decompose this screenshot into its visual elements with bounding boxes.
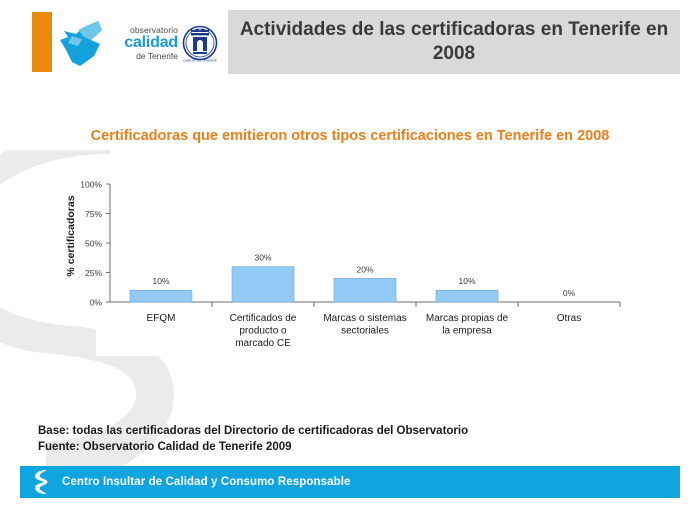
note-source: Fuente: Observatorio Calidad de Tenerife…	[38, 440, 292, 453]
cabildo-crest-icon: CABILDO DE TENERIFE	[182, 25, 218, 62]
x-axis-ticks	[211, 302, 621, 307]
observatorio-logo: observatorio calidad de Tenerife CABILDO…	[58, 14, 218, 72]
bar	[231, 266, 295, 303]
bar-series	[129, 266, 499, 303]
chart-container: % certificadoras 0% 25% 50% 75% 100% 10% 30% 2…	[0, 170, 700, 360]
bar-value-label: 20%	[356, 264, 373, 274]
centro-insular-swirl-icon	[35, 470, 48, 494]
category-label: Marcas o sistemas sectoriales	[323, 313, 406, 337]
accent-bar	[32, 12, 52, 72]
y-tick-label: 0%	[90, 298, 103, 308]
chart-plot-background	[96, 176, 656, 356]
tenerife-island-icon	[60, 21, 102, 66]
title-band: Actividades de las certificadoras en Ten…	[228, 10, 680, 74]
category-label: EFQM	[147, 313, 176, 324]
y-tick-label: 50%	[85, 239, 102, 249]
logo-line-observatorio: observatorio	[130, 24, 178, 35]
footer-bar: Centro Insultar de Calidad y Consumo Res…	[20, 466, 680, 498]
page-title: Actividades de las certificadoras en Ten…	[239, 18, 669, 64]
x-axis-category-labels: EFQM Certificados de producto o marcado CE M…	[147, 313, 582, 349]
y-axis: 0% 25% 50% 75% 100%	[80, 180, 111, 308]
page-header: observatorio calidad de Tenerife CABILDO…	[0, 0, 700, 90]
category-label: Marcas propias de la empresa	[426, 313, 509, 337]
logo-line-calidad: calidad	[124, 34, 178, 51]
bar	[129, 289, 193, 303]
logo-line-de-tenerife: de Tenerife	[136, 51, 178, 61]
bar-value-label: 10%	[458, 276, 475, 286]
y-tick-label: 25%	[85, 268, 102, 278]
note-base: Base: todas las certificadoras del Direc…	[38, 425, 469, 437]
bar-chart: % certificadoras 0% 25% 50% 75% 100% 10% 30% 2…	[65, 180, 621, 349]
bar-value-label: 30%	[254, 253, 271, 263]
bar	[435, 289, 499, 303]
y-tick-label: 75%	[85, 209, 102, 219]
footer-label: Centro Insultar de Calidad y Consumo Res…	[62, 476, 351, 488]
y-tick-label: 100%	[80, 180, 102, 190]
bar	[333, 278, 397, 303]
bar-value-label: 10%	[152, 276, 169, 286]
category-label: Certificados de producto o marcado CE	[230, 313, 297, 349]
bar-value-label: 0%	[563, 288, 576, 298]
logo-wordmark: observatorio calidad de Tenerife	[107, 24, 178, 61]
chart-notes: Base: todas las certificadoras del Direc…	[38, 424, 638, 455]
chart-title: Certificadoras que emitieron otros tipos…	[90, 128, 610, 144]
category-label: Otras	[557, 313, 581, 324]
svg-text:CABILDO DE TENERIFE: CABILDO DE TENERIFE	[183, 58, 217, 62]
y-axis-title: % certificadoras	[65, 195, 77, 276]
